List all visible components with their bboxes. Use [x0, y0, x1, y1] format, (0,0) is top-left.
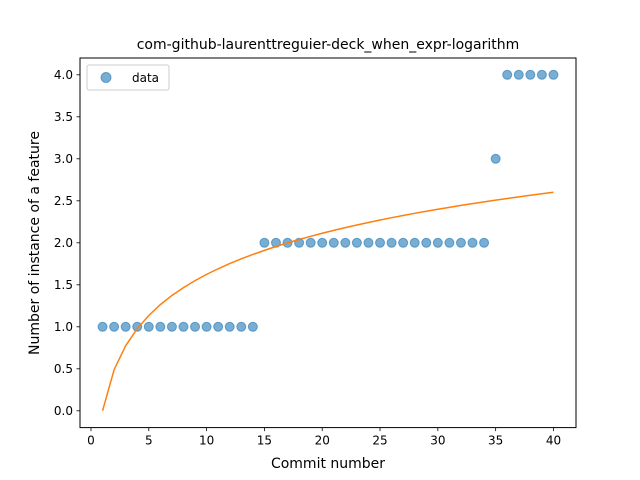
- data-point: [432, 237, 443, 248]
- x-tick-label: 30: [430, 434, 445, 448]
- data-point: [444, 237, 455, 248]
- data-point: [259, 237, 270, 248]
- y-tick-label: 2.0: [54, 236, 73, 250]
- y-tick-label: 2.5: [54, 194, 73, 208]
- data-point: [409, 237, 420, 248]
- chart-title: com-github-laurenttreguier-deck_when_exp…: [137, 37, 520, 53]
- y-tick-label: 0.5: [54, 362, 73, 376]
- x-axis-label: Commit number: [271, 456, 385, 472]
- legend-frame: [86, 64, 170, 91]
- data-point: [305, 237, 316, 248]
- data-point: [224, 321, 235, 332]
- data-point: [317, 237, 328, 248]
- y-tick-label: 3.5: [54, 110, 73, 124]
- data-point: [97, 321, 108, 332]
- data-point: [363, 237, 374, 248]
- data-point: [467, 237, 478, 248]
- data-point: [132, 321, 143, 332]
- x-tick-label: 0: [87, 434, 95, 448]
- data-point: [201, 321, 212, 332]
- legend-label-data: data: [132, 71, 159, 85]
- data-point: [421, 237, 432, 248]
- data-point: [247, 321, 258, 332]
- data-point: [328, 237, 339, 248]
- data-point: [479, 237, 490, 248]
- data-point: [536, 69, 547, 80]
- data-point: [386, 237, 397, 248]
- data-point: [143, 321, 154, 332]
- y-tick-label: 1.0: [54, 320, 73, 334]
- data-point: [178, 321, 189, 332]
- fit-line: [101, 191, 554, 412]
- data-point: [513, 69, 524, 80]
- x-tick-label: 20: [315, 434, 330, 448]
- data-point: [340, 237, 351, 248]
- y-tick-label: 0.0: [54, 404, 73, 418]
- x-tick-label: 15: [257, 434, 272, 448]
- data-point: [548, 69, 559, 80]
- legend: data: [86, 64, 170, 91]
- x-tick-label: 5: [145, 434, 153, 448]
- data-point: [502, 69, 513, 80]
- data-point: [120, 321, 131, 332]
- data-point: [375, 237, 386, 248]
- data-point: [166, 321, 177, 332]
- data-point: [236, 321, 247, 332]
- y-axis-label: Number of instance of a feature: [27, 131, 43, 355]
- data-point: [525, 69, 536, 80]
- data-point: [109, 321, 120, 332]
- x-tick-label: 10: [199, 434, 214, 448]
- data-point: [190, 321, 201, 332]
- legend-marker: [100, 72, 112, 83]
- data-point: [351, 237, 362, 248]
- x-tick-label: 25: [372, 434, 387, 448]
- data-point: [398, 237, 409, 248]
- y-tick-label: 1.5: [54, 278, 73, 292]
- data-point: [455, 237, 466, 248]
- y-tick-label: 3.0: [54, 152, 73, 166]
- x-tick-label: 35: [488, 434, 503, 448]
- data-point: [490, 153, 501, 164]
- y-tick-label: 4.0: [54, 68, 73, 82]
- x-tick-label: 40: [546, 434, 561, 448]
- data-point: [155, 321, 166, 332]
- data-point: [213, 321, 224, 332]
- plot-area: [97, 69, 559, 412]
- axis-ticks: 0 5 10 15 20 25 30 35 40 0.0 0.5 1.0 1.5 2.0 2.5 3.0 3.5…: [54, 68, 561, 448]
